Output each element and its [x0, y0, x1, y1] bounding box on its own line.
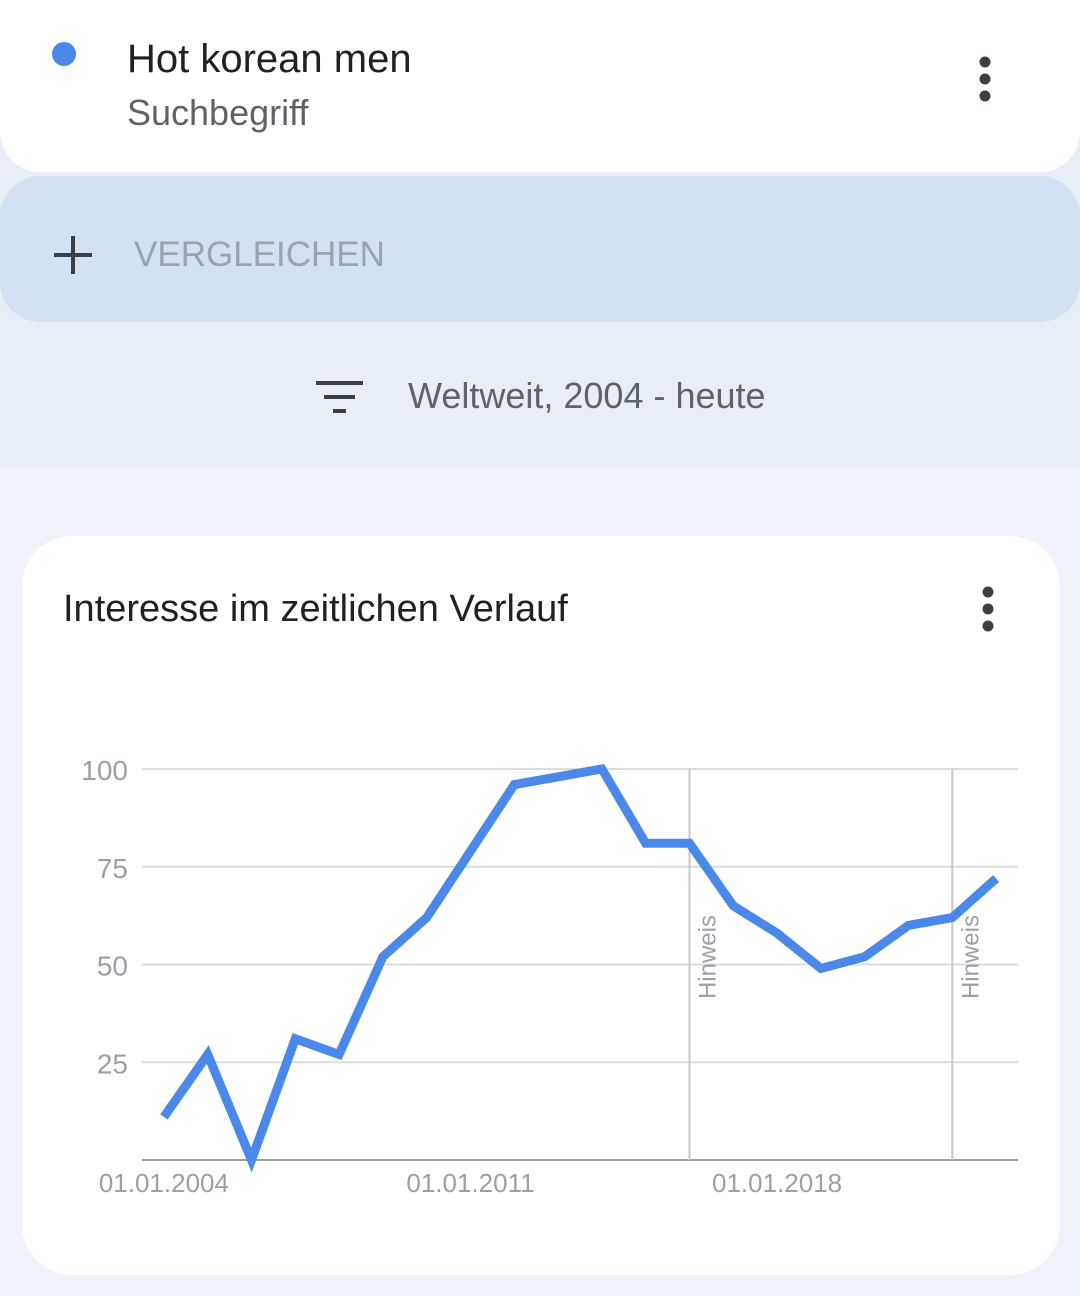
x-tick-label: 01.01.2018 — [712, 1168, 842, 1198]
x-tick-label: 01.01.2004 — [99, 1168, 229, 1198]
term-card[interactable] — [0, 0, 1080, 172]
y-tick-label: 75 — [97, 853, 128, 884]
chart-card — [22, 536, 1060, 1275]
term-menu[interactable] — [979, 56, 991, 102]
chart-title: Interesse im zeitlichen Verlauf — [63, 588, 568, 630]
term-dot — [52, 42, 76, 66]
filter-label[interactable]: Weltweit, 2004 - heute — [408, 375, 766, 416]
compare-label: VERGLEICHEN — [134, 235, 385, 274]
plot: 25 50 75 100 01.01.2004 01.01.2011 01.01.2018 H… — [81, 755, 1018, 1198]
note-label: Hinweis — [695, 915, 722, 999]
chart-menu[interactable] — [982, 586, 994, 632]
compare-button[interactable] — [0, 176, 1080, 322]
y-tick-label: 50 — [97, 951, 128, 982]
y-tick-label: 100 — [81, 755, 128, 786]
term: Hot korean men — [127, 37, 412, 81]
plus-icon — [54, 236, 92, 274]
x-tick-label: 01.01.2011 — [406, 1168, 534, 1198]
term-type: Suchbegriff — [127, 92, 309, 133]
y-tick-label: 25 — [97, 1048, 128, 1079]
filter-icon[interactable] — [316, 381, 363, 413]
trend-line — [160, 764, 1000, 1173]
note-label: Hinweis — [957, 915, 984, 999]
